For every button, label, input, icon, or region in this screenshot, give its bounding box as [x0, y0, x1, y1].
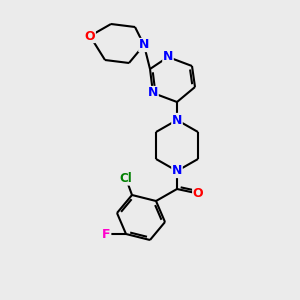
Text: F: F — [102, 227, 111, 241]
Text: N: N — [139, 38, 149, 52]
Text: N: N — [172, 164, 182, 178]
Text: O: O — [193, 187, 203, 200]
Text: N: N — [148, 86, 158, 100]
Text: O: O — [85, 29, 95, 43]
Text: N: N — [172, 113, 182, 127]
Text: Cl: Cl — [120, 172, 132, 185]
Text: N: N — [163, 50, 173, 64]
